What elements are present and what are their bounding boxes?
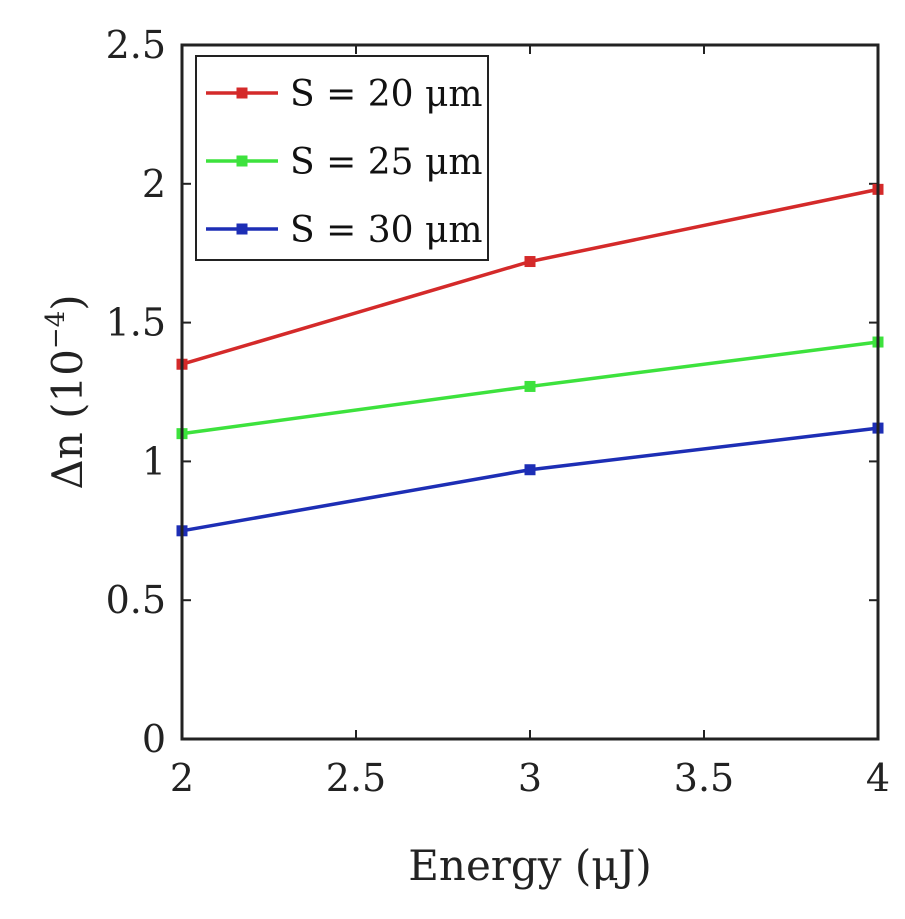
y-tick-label: 2.5 <box>106 23 166 67</box>
y-tick-label: 1.5 <box>106 301 166 345</box>
legend-entry-1: S = 20 μm <box>206 74 483 115</box>
legend-label: S = 30 μm <box>290 210 483 251</box>
legend-label: S = 25 μm <box>290 142 483 183</box>
legend-marker <box>236 87 248 99</box>
y-tick-label: 0.5 <box>106 578 166 622</box>
x-tick-label: 2.5 <box>326 756 386 800</box>
y-axis-title-exponent: −4 <box>41 311 71 349</box>
data-point <box>524 464 536 476</box>
svg-text:Δn (10−4): Δn (10−4) <box>41 294 92 489</box>
legend-marker <box>236 155 248 167</box>
legend: S = 20 μm S = 25 μm S = 30 μm <box>195 55 489 261</box>
legend-label: S = 20 μm <box>290 74 483 115</box>
y-axis-title: Δn (10−4) <box>41 294 92 489</box>
data-point <box>524 380 536 392</box>
x-tick-label: 3 <box>518 756 542 800</box>
y-tick-label: 2 <box>142 162 166 206</box>
y-tick-label: 1 <box>142 439 166 483</box>
y-tick-labels: 0 0.5 1 1.5 2 2.5 <box>106 23 166 761</box>
x-tick-label: 2 <box>170 756 194 800</box>
x-tick-label: 3.5 <box>674 756 734 800</box>
axes-box <box>180 43 880 741</box>
y-axis-title-main: Δn (10 <box>43 349 92 490</box>
x-tick-labels: 2 2.5 3 3.5 4 <box>170 756 890 800</box>
y-tick-label: 0 <box>142 717 166 761</box>
data-point <box>524 256 536 268</box>
x-axis-title: Energy (μJ) <box>408 841 652 890</box>
y-axis-title-close: ) <box>43 294 92 310</box>
legend-marker <box>236 223 248 235</box>
legend-entry-2: S = 25 μm <box>206 142 483 183</box>
legend-entry-3: S = 30 μm <box>206 210 483 251</box>
x-tick-label: 4 <box>866 756 890 800</box>
